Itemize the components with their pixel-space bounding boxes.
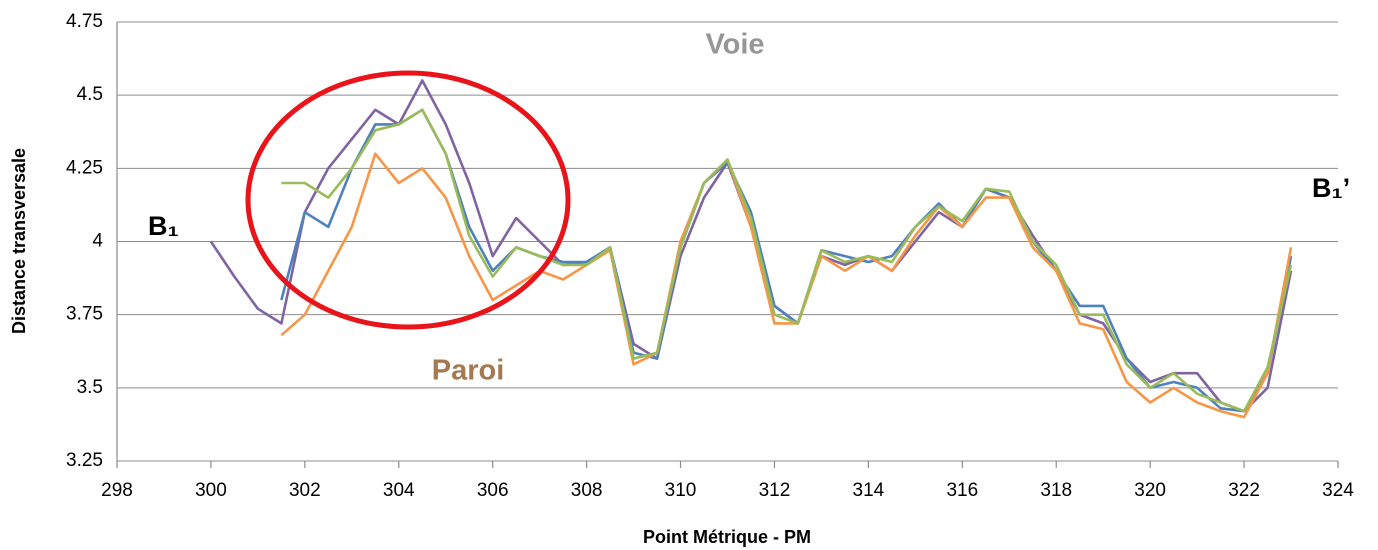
- x-tick-label: 304: [383, 480, 415, 501]
- x-tick-label: 302: [289, 480, 321, 501]
- highlight-ellipse: [245, 70, 571, 330]
- x-tick-label: 306: [477, 480, 509, 501]
- x-tick-label: 312: [759, 480, 791, 501]
- series-line: [280, 152, 1293, 419]
- series-line: [281, 108, 1293, 413]
- x-tick-label: 316: [946, 480, 978, 501]
- x-axis-label: Point Métrique - PM: [643, 527, 811, 547]
- lines: [209, 79, 1293, 419]
- x-tick-label: 318: [1040, 480, 1072, 501]
- annotation: Paroi: [432, 355, 505, 387]
- x-tick-label: 298: [101, 480, 133, 501]
- y-tick-label: 4.75: [66, 11, 103, 32]
- y-tick-label: 3.75: [66, 304, 103, 325]
- y-tick-label: 3.25: [66, 450, 103, 471]
- y-tick-label: 3.5: [77, 377, 103, 398]
- x-tick-label: 320: [1134, 480, 1166, 501]
- y-tick-label: 4.25: [66, 157, 103, 178]
- x-tick-label: 308: [571, 480, 603, 501]
- annotation: B₁’: [1312, 173, 1350, 203]
- grid: 3.25 3.5 3.75 4 4.25 4.5 4.75 298 300 302 304 306 30…: [66, 11, 1354, 501]
- x-tick-label: 322: [1228, 480, 1260, 501]
- x-tick-label: 300: [195, 480, 227, 501]
- y-tick-label: 4.5: [77, 84, 103, 105]
- x-tick-label: 324: [1322, 480, 1354, 501]
- annotation: Voie: [705, 29, 764, 61]
- y-axis-label: Distance transversale: [9, 148, 29, 334]
- annotation: B₁: [148, 211, 179, 241]
- x-tick-label: 314: [853, 480, 885, 501]
- x-tick-label: 310: [665, 480, 697, 501]
- y-tick-label: 4: [92, 231, 103, 252]
